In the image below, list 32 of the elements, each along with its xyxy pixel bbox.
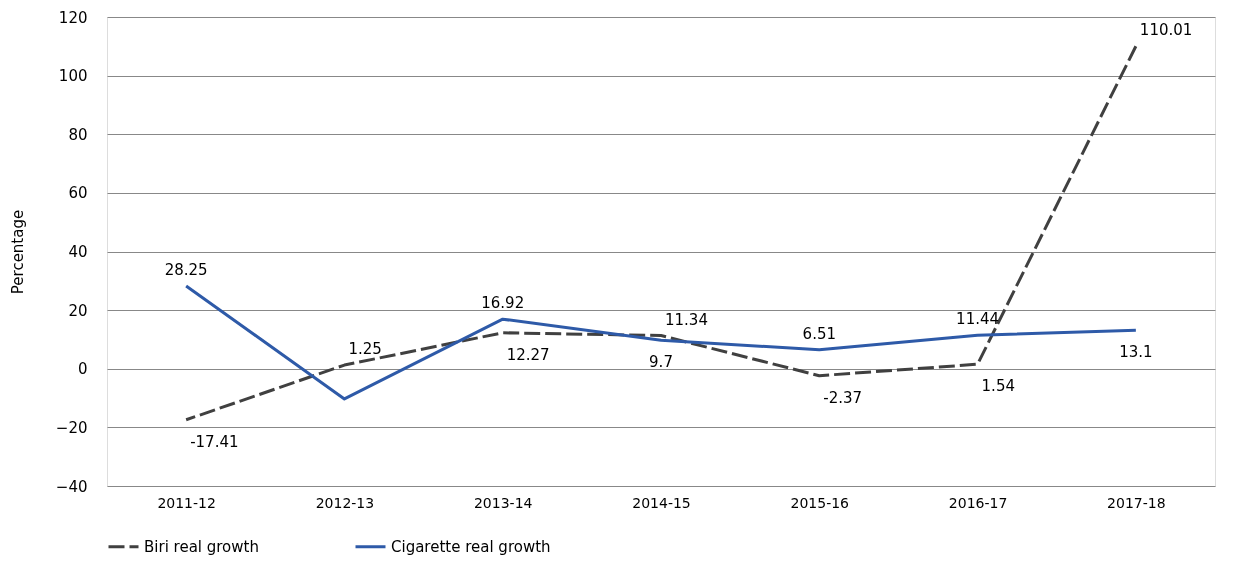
y-tick-label: 100 xyxy=(58,67,88,86)
y-tick-label: 20 xyxy=(68,301,88,320)
x-tick-label: 2017-18 xyxy=(1107,494,1166,511)
data-label: 1.25 xyxy=(348,340,382,359)
y-tick-label: 60 xyxy=(68,184,88,203)
data-label: -2.37 xyxy=(823,388,863,407)
data-label: 28.25 xyxy=(164,260,208,279)
data-label: 9.7 xyxy=(649,353,673,372)
y-tick-label: 120 xyxy=(58,8,88,27)
data-label: 13.1 xyxy=(1119,343,1153,362)
y-tick-label: −40 xyxy=(55,477,88,496)
x-tick-label: 2012-13 xyxy=(315,494,375,511)
data-label: 110.01 xyxy=(1139,21,1193,40)
data-label: 11.34 xyxy=(665,310,708,329)
data-label: -17.41 xyxy=(190,432,239,451)
x-tick-label: 2014-15 xyxy=(632,494,691,511)
data-label: 12.27 xyxy=(506,345,550,364)
data-label: 16.92 xyxy=(481,294,525,313)
data-label: 6.51 xyxy=(802,324,836,343)
y-tick-label: 80 xyxy=(68,125,88,144)
x-tick-label: 2011-12 xyxy=(157,494,216,511)
x-tick-label: 2013-14 xyxy=(473,494,533,511)
x-tick-label: 2015-16 xyxy=(790,494,850,511)
legend-label: Cigarette real growth xyxy=(391,537,551,556)
data-label: 11.44 xyxy=(956,310,1000,329)
y-axis-title: Percentage xyxy=(8,209,27,295)
legend-label: Biri real growth xyxy=(144,537,259,556)
y-tick-label: 0 xyxy=(77,360,88,379)
y-tick-label: 40 xyxy=(68,243,88,261)
data-label: 1.54 xyxy=(981,377,1015,396)
y-tick-label: −20 xyxy=(55,418,88,437)
x-tick-label: 2016-17 xyxy=(948,494,1008,511)
